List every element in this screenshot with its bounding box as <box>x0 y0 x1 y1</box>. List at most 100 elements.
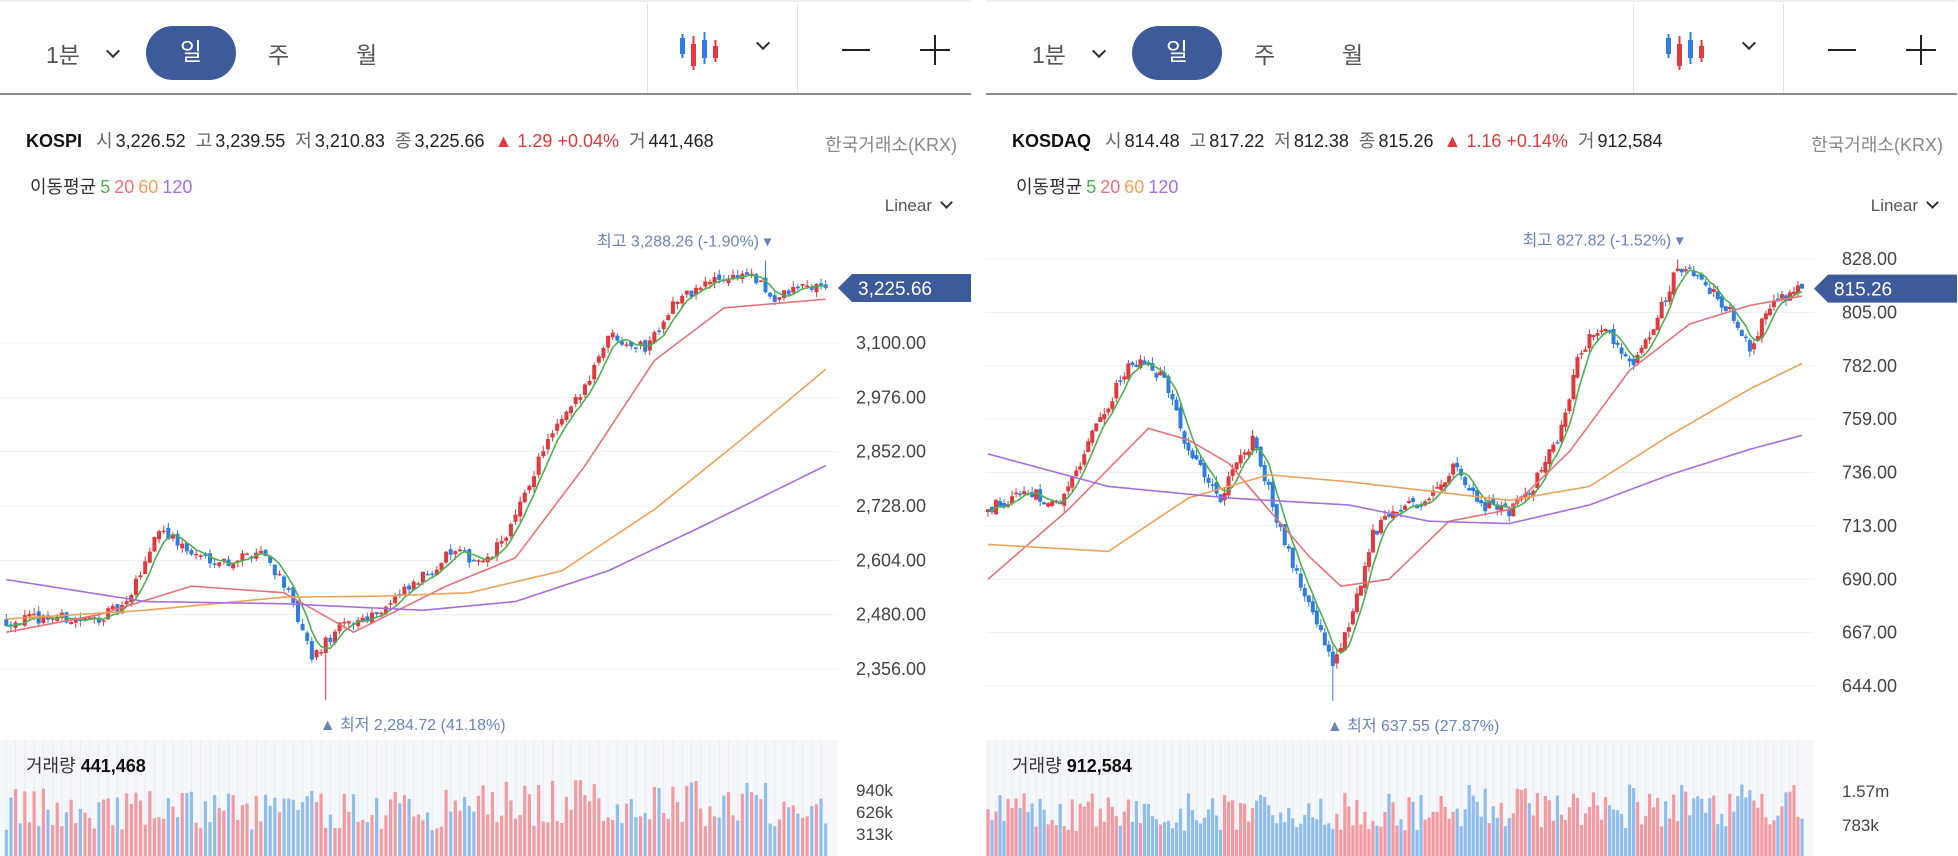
candle-body <box>587 380 592 385</box>
volume-bar <box>208 822 212 856</box>
volume-bar <box>1006 798 1010 856</box>
volume-bar <box>662 812 666 856</box>
candle-body <box>1390 511 1395 519</box>
candle-body <box>1158 371 1163 376</box>
candle-body <box>1302 588 1307 597</box>
volume-bar <box>1114 816 1118 856</box>
candle-body <box>1194 455 1199 460</box>
volume-bar <box>1311 817 1315 856</box>
volume-bar <box>1627 784 1632 856</box>
ma-legend[interactable]: 이동평균 5 20 60 120 <box>26 173 192 199</box>
volume-bar <box>1150 816 1155 856</box>
volume-bar <box>203 801 207 856</box>
volume-bar <box>731 815 735 856</box>
candle-body <box>1671 272 1676 295</box>
volume-bar <box>1607 805 1612 856</box>
candle-body <box>1775 298 1780 301</box>
interval-month-button[interactable]: 월 <box>356 42 378 68</box>
volume-bar <box>379 828 383 856</box>
plus-icon-vertical[interactable] <box>1920 35 1922 65</box>
candle-body <box>1723 306 1728 311</box>
candle-body <box>1142 360 1147 365</box>
candle-body <box>532 476 537 488</box>
candle-body <box>1066 486 1071 492</box>
minus-icon[interactable] <box>1828 49 1856 51</box>
price-chart[interactable]: 3,100.00 2,976.00 2,852.00 2,728.00 2,604.00… <box>0 0 971 856</box>
candle-body <box>564 411 569 420</box>
candle-body <box>1094 423 1099 432</box>
scale-dropdown[interactable]: Linear <box>1870 196 1939 216</box>
volume-bar <box>1287 807 1291 856</box>
candle-body <box>1575 357 1580 378</box>
candle-body <box>1118 380 1123 382</box>
ma60-legend: 60 <box>138 177 159 197</box>
volume-bar <box>472 811 476 856</box>
volume-bar <box>1138 823 1142 856</box>
candle-body <box>1082 454 1087 465</box>
volume-bar <box>1668 818 1672 856</box>
volume-bar <box>1644 815 1648 856</box>
volume-bar <box>824 823 828 856</box>
index-name: KOSDAQ <box>1012 131 1092 151</box>
candle-body <box>337 622 342 632</box>
volume-bar <box>1371 821 1375 856</box>
candle-body <box>1310 601 1315 613</box>
volume-bar <box>587 801 592 856</box>
volume-bar <box>1082 806 1086 856</box>
change-value: ▲ 1.29 +0.04% <box>494 131 619 151</box>
interval-minute-button[interactable]: 1분 <box>1032 42 1066 68</box>
volume-bar <box>791 805 795 856</box>
volume-bar <box>1299 823 1303 856</box>
volume-bar <box>277 812 282 856</box>
volume-bar <box>759 799 763 856</box>
y-tick-label: 690.00 <box>1842 569 1897 589</box>
volume-bar <box>629 799 633 856</box>
volume-bar <box>1391 802 1395 856</box>
candle-body <box>1419 505 1424 507</box>
interval-month-button[interactable]: 월 <box>1342 42 1364 68</box>
ma-legend[interactable]: 이동평균 5 20 60 120 <box>1012 173 1178 199</box>
plus-icon-vertical[interactable] <box>934 35 936 65</box>
candle-body <box>305 632 310 641</box>
interval-week-button[interactable]: 주 <box>1254 42 1276 68</box>
volume-bar <box>1475 801 1479 856</box>
interval-minute-button[interactable]: 1분 <box>46 42 80 68</box>
volume-bar <box>222 810 226 856</box>
candle-body <box>1206 477 1211 483</box>
candle-body <box>1106 408 1111 413</box>
interval-day-button[interactable]: 일 <box>1132 26 1222 80</box>
volume-bar <box>1042 809 1046 856</box>
volume-bar <box>722 795 726 856</box>
candle-body <box>1579 353 1584 355</box>
candle-body <box>786 290 791 295</box>
candle-body <box>508 524 513 537</box>
volume-bar <box>1631 788 1636 856</box>
candle-body <box>1150 363 1155 371</box>
interval-week-button[interactable]: 주 <box>268 42 290 68</box>
volume-bar <box>1784 792 1788 856</box>
volume-bar <box>1383 811 1387 856</box>
candlestick-icon[interactable] <box>1664 30 1708 70</box>
volume-bar <box>27 822 32 856</box>
candle-body <box>809 286 814 290</box>
volume-bar <box>745 782 749 856</box>
price-chart[interactable]: 828.00 805.00 782.00 759.00 736.00 713.00 690.… <box>986 0 1957 856</box>
candle-body <box>147 551 152 563</box>
volume-bar <box>1178 808 1183 856</box>
candle-body <box>1306 595 1311 603</box>
interval-day-button[interactable]: 일 <box>146 26 236 80</box>
candle-body <box>1767 308 1772 316</box>
volume-bar <box>560 822 564 856</box>
scale-value: Linear <box>1870 196 1918 215</box>
volume-bar <box>13 789 18 856</box>
candle-body <box>805 285 810 288</box>
scale-dropdown[interactable]: Linear <box>885 196 953 216</box>
candlestick-icon[interactable] <box>678 30 722 70</box>
minus-icon[interactable] <box>842 49 870 51</box>
candle-body <box>1374 530 1379 535</box>
volume-bar <box>189 791 194 856</box>
volume-bar <box>1206 809 1211 856</box>
candle-body <box>615 335 620 341</box>
candle-body <box>388 603 393 605</box>
candle-body <box>1531 490 1536 496</box>
